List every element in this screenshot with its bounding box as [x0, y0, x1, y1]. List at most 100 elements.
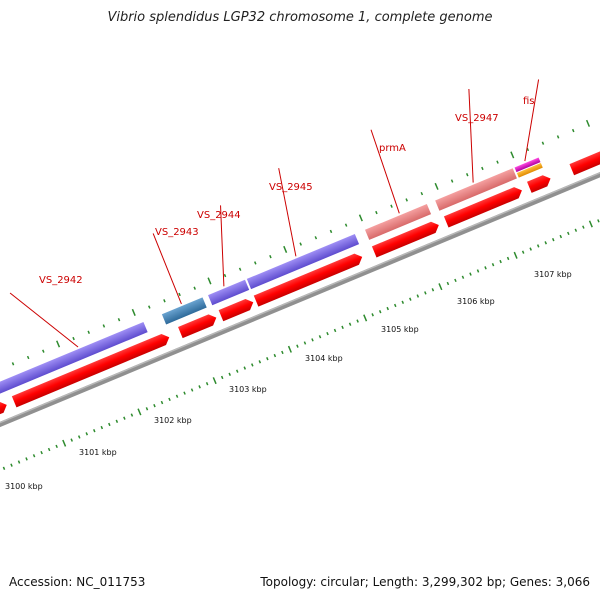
scale-tick [137, 408, 142, 416]
scale-tick [93, 429, 96, 433]
scale-tick [115, 419, 119, 423]
map-title: Vibrio splendidus LGP32 chromosome 1, co… [107, 10, 493, 25]
outer-tick [450, 179, 454, 183]
gene-label[interactable]: VS_2947 [455, 113, 499, 124]
scale-tick [506, 256, 510, 261]
cds-feature[interactable] [253, 251, 365, 307]
scale-tick [597, 219, 600, 223]
scale-labels: 3100 kbp 3101 kbp 3102 kbp 3103 kbp 3104… [5, 270, 572, 491]
scale-tick [243, 366, 247, 370]
cds-feature[interactable] [443, 185, 524, 228]
outer-tick [72, 336, 75, 341]
outer-tick [87, 330, 91, 334]
scale-tick [205, 382, 209, 386]
hit-block[interactable] [0, 321, 148, 395]
outer-tick [207, 277, 212, 285]
scale-tick [499, 259, 502, 264]
scale-tick [228, 372, 231, 377]
scale-tick [461, 275, 465, 279]
hit-block[interactable] [435, 168, 517, 211]
outer-tick [163, 299, 166, 303]
outer-tick [314, 236, 318, 240]
scale-tick [100, 425, 104, 430]
scale-tick [251, 363, 254, 367]
gene-label[interactable]: VS_2942 [39, 275, 83, 286]
outer-tick [420, 191, 424, 196]
cds-feature[interactable] [569, 141, 600, 176]
outer-tick [434, 182, 439, 190]
cds-feature[interactable] [527, 173, 553, 193]
cds-feature[interactable] [371, 219, 441, 258]
scale-tick [386, 306, 389, 311]
cds-feature[interactable] [178, 312, 219, 339]
scale-label: 3104 kbp [305, 354, 343, 363]
hit-block[interactable] [161, 297, 207, 325]
scale-tick [62, 439, 67, 447]
scale-tick [175, 394, 179, 398]
scale-tick [363, 314, 368, 322]
scale-tick [454, 278, 457, 283]
scale-tick [438, 283, 443, 291]
scale-tick [77, 435, 81, 439]
gene-label[interactable]: fis [523, 96, 535, 107]
scale-tick [287, 345, 292, 353]
scale-tick [108, 422, 111, 427]
scale-tick [333, 328, 337, 333]
gene-label[interactable]: VS_2943 [155, 227, 199, 238]
scale-tick [266, 356, 269, 361]
genome-backbone [0, 153, 600, 435]
scale-tick [544, 241, 548, 245]
scale-tick [32, 454, 36, 458]
outer-tick [344, 223, 348, 227]
gene-label[interactable]: VS_2945 [269, 182, 313, 193]
cds-feature[interactable] [11, 332, 172, 408]
outer-tick-track [11, 119, 591, 366]
scale-tick [567, 231, 570, 236]
scale-tick [311, 338, 314, 342]
scale-tick [469, 272, 472, 276]
scale-tick [258, 360, 262, 364]
scale-tick [25, 457, 28, 461]
scale-tick [356, 319, 359, 323]
scale-tick [409, 297, 412, 301]
outer-tick [390, 204, 393, 208]
cds-feature[interactable] [218, 297, 256, 322]
scale-tick [491, 263, 495, 267]
scale-tick [190, 388, 194, 392]
scale-tick [85, 432, 89, 436]
hit-block[interactable] [364, 203, 432, 240]
scale-tick [70, 438, 73, 442]
genome-backbone-highlight [0, 153, 600, 432]
scale-label: 3103 kbp [229, 385, 267, 394]
hit-block[interactable] [516, 163, 543, 178]
outer-tick [585, 119, 591, 127]
scale-tick [10, 463, 13, 467]
outer-tick [193, 286, 196, 290]
outer-tick [131, 308, 136, 316]
outer-tick [465, 173, 469, 177]
scale-tick [273, 353, 277, 358]
hit-block[interactable] [246, 233, 360, 290]
scale-label: 3107 kbp [534, 270, 572, 279]
scale-tick [521, 250, 525, 254]
outer-tick [42, 349, 45, 353]
outer-tick [56, 340, 61, 348]
scale-tick [145, 407, 149, 411]
outer-tick [178, 292, 181, 297]
scale-tick [536, 244, 540, 248]
scale-tick [393, 303, 397, 308]
scale-tick [401, 300, 405, 304]
hit-block[interactable] [514, 157, 541, 173]
scale-tick [160, 400, 164, 405]
scale-tick [2, 466, 6, 470]
outer-tick [148, 305, 151, 309]
outer-tick [26, 355, 30, 360]
outer-tick [510, 151, 515, 159]
scale-tick [123, 416, 126, 420]
accession-text: Accession: NC_011753 [9, 575, 146, 589]
hit-block[interactable] [208, 279, 250, 306]
gene-label[interactable]: prmA [379, 143, 406, 154]
scale-tick [416, 294, 420, 298]
gene-label[interactable]: VS_2944 [197, 210, 241, 221]
